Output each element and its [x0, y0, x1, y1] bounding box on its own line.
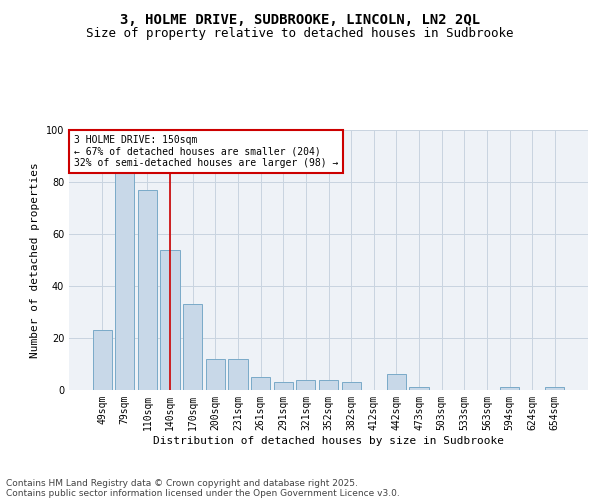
Bar [409, 388, 428, 390]
Bar [229, 359, 248, 390]
Text: Contains HM Land Registry data © Crown copyright and database right 2025.: Contains HM Land Registry data © Crown c… [6, 478, 358, 488]
Text: Contains public sector information licensed under the Open Government Licence v3: Contains public sector information licen… [6, 488, 400, 498]
Bar [115, 172, 134, 390]
Text: 3 HOLME DRIVE: 150sqm
← 67% of detached houses are smaller (204)
32% of semi-det: 3 HOLME DRIVE: 150sqm ← 67% of detached … [74, 135, 338, 168]
Bar [319, 380, 338, 390]
Y-axis label: Number of detached properties: Number of detached properties [30, 162, 40, 358]
Bar [138, 190, 157, 390]
Bar [206, 359, 225, 390]
Bar [296, 380, 316, 390]
Bar [160, 250, 180, 390]
Bar [545, 388, 565, 390]
Text: 3, HOLME DRIVE, SUDBROOKE, LINCOLN, LN2 2QL: 3, HOLME DRIVE, SUDBROOKE, LINCOLN, LN2 … [120, 12, 480, 26]
Bar [251, 377, 270, 390]
Bar [274, 382, 293, 390]
Bar [341, 382, 361, 390]
Bar [183, 304, 202, 390]
Bar [92, 330, 112, 390]
Text: Size of property relative to detached houses in Sudbrooke: Size of property relative to detached ho… [86, 28, 514, 40]
X-axis label: Distribution of detached houses by size in Sudbrooke: Distribution of detached houses by size … [153, 436, 504, 446]
Bar [387, 374, 406, 390]
Bar [500, 388, 519, 390]
